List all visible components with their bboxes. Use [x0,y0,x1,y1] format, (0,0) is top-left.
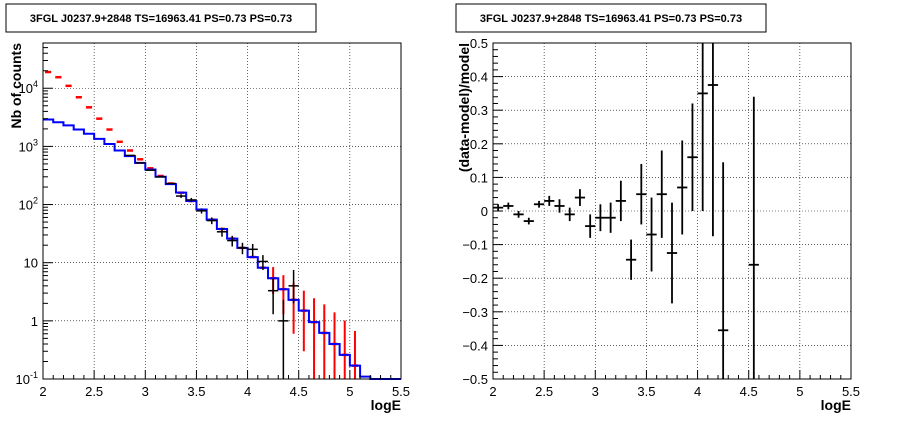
right-y-tick-label: 0.2 [470,137,488,152]
left-x-tick-label: 3 [142,384,149,399]
left-x-tick-label: 4.5 [290,384,308,399]
right-y-tick-label: −0.3 [462,305,488,320]
right-chart: 3FGL J0237.9+2848 TS=16963.41 PS=0.73 PS… [455,3,860,413]
right-y-axis-label: (data-model)/model [456,43,472,172]
right-y-tick-label: −0.4 [462,338,488,353]
right-x-tick-label: 3.5 [637,384,655,399]
right-grid [493,43,851,379]
right-x-tick-label: 3 [592,384,599,399]
left-y-tick-label: 104 [19,79,38,96]
right-y-tick-label: 0.3 [470,103,488,118]
right-y-tick-label: −0.5 [462,372,488,387]
left-y-tick-label: 102 [19,196,38,213]
right-y-tick-label: 0.4 [470,70,488,85]
right-y-tick-label: 0 [481,204,488,219]
left-y-axis-label: Nb of counts [8,43,24,129]
right-y-tick-label: 0.1 [470,170,488,185]
left-ticks: 2 2.5 3 3.5 4 4.5 5 5.5 10-1 1 10 102 103 104 [16,42,410,399]
right-y-tick-label: −0.2 [462,271,488,286]
right-x-axis-label: logE [821,397,851,413]
left-y-tick-label: 103 [19,137,38,154]
left-plot-frame [42,42,402,380]
left-x-tick-label: 4 [244,384,251,399]
right-title-box [455,3,767,33]
right-y-tick-label: −0.1 [462,238,488,253]
left-x-axis-label: logE [371,397,401,413]
left-title-box [5,3,317,33]
left-grid [43,43,401,379]
right-x-tick-label: 4.5 [740,384,758,399]
right-x-tick-label: 5 [796,384,803,399]
right-y-tick-label: 0.5 [470,36,488,51]
left-y-tick-label: 10-1 [16,370,38,387]
right-ticks: 2 2.5 3 3.5 4 4.5 5 5.5 −0.5 −0.4 −0.3 −0.2 −0.1 0 0.1… [462,36,860,399]
model-step-line [43,118,401,380]
left-x-tick-label: 5.5 [392,384,410,399]
right-x-tick-label: 4 [694,384,701,399]
right-series [493,43,759,379]
left-y-tick-label: 10 [24,256,38,271]
left-x-tick-label: 5 [346,384,353,399]
right-x-tick-label: 2.5 [535,384,553,399]
right-x-tick-label: 2 [489,384,496,399]
left-x-tick-label: 3.5 [187,384,205,399]
right-chart-title: 3FGL J0237.9+2848 TS=16963.41 PS=0.73 PS… [480,13,742,25]
left-x-tick-label: 2 [39,384,46,399]
right-x-tick-label: 5.5 [842,384,860,399]
left-chart-title: 3FGL J0237.9+2848 TS=16963.41 PS=0.73 PS… [30,13,292,25]
left-series [43,70,401,380]
left-chart: 3FGL J0237.9+2848 TS=16963.41 PS=0.73 PS… [5,3,410,413]
left-x-tick-label: 2.5 [85,384,103,399]
left-y-tick-label: 1 [31,314,38,329]
